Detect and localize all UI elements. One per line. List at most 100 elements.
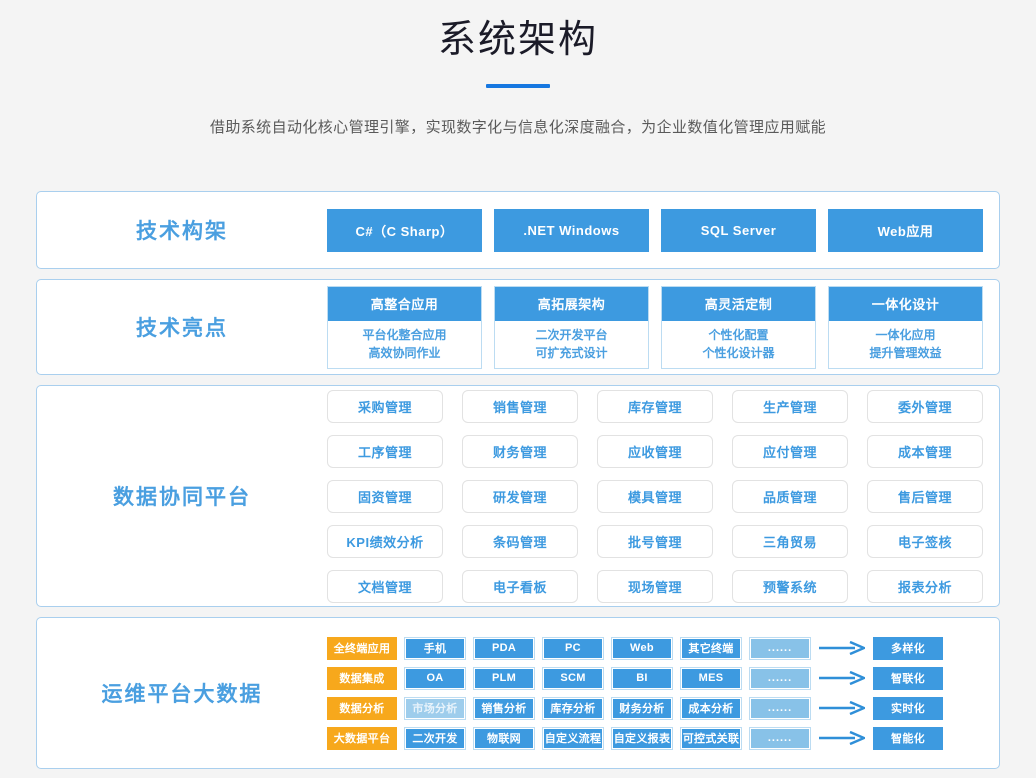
data-platform-module[interactable]: KPI绩效分析 [327,524,443,558]
bigdata-item[interactable]: 其它终端 [680,636,742,660]
tech-highlights-row: 高整合应用 平台化整合应用 高效协同作业 高拓展架构 二次开发平台 可扩充式设计 高灵活定制… [327,285,983,369]
tech-highlight-card[interactable]: 高整合应用 平台化整合应用 高效协同作业 [327,285,482,369]
bigdata-ops-body: 全终端应用 手机 PDA PC Web 其它终端...... 多样化数据集成 OA PLM SCM… [327,631,999,756]
arrow-right-icon [818,731,866,745]
tech-highlight-card[interactable]: 高灵活定制 个性化配置 个性化设计器 [661,285,816,369]
tech-highlight-detail: 个性化配置 [708,327,769,342]
data-platform-module[interactable]: 三角贸易 [732,524,848,558]
data-platform-body: 采购管理 销售管理 库存管理 生产管理 委外管理工序管理 财务管理 应收管理 应付管理 成本管理… [327,386,999,607]
tech-framework-row: C#（C Sharp） .NET Windows SQL Server Web应用 [327,208,983,252]
tech-highlight-title: 高整合应用 [328,286,481,321]
bigdata-category[interactable]: 大数据平台 [327,726,397,750]
data-platform-module[interactable]: 采购管理 [327,389,443,423]
data-platform-module[interactable]: 应收管理 [597,434,713,468]
tech-highlights-body: 高整合应用 平台化整合应用 高效协同作业 高拓展架构 二次开发平台 可扩充式设计 高灵活定制… [327,285,999,369]
tech-highlight-title: 一体化设计 [829,286,982,321]
bigdata-category[interactable]: 数据分析 [327,696,397,720]
tech-framework-body: C#（C Sharp） .NET Windows SQL Server Web应用 [327,208,999,252]
bigdata-matrix: 全终端应用 手机 PDA PC Web 其它终端...... 多样化数据集成 OA PLM SCM… [327,631,983,756]
bigdata-item[interactable]: Web [611,636,673,660]
bigdata-outcome[interactable]: 智能化 [873,726,943,750]
tech-highlight-card[interactable]: 高拓展架构 二次开发平台 可扩充式设计 [494,285,649,369]
data-platform-module[interactable]: 预警系统 [732,569,848,603]
bigdata-row: 数据分析 市场分析 销售分析 库存分析 财务分析 成本分析...... 实时化 [327,696,983,720]
section-label-tech-highlights: 技术亮点 [136,317,228,340]
bigdata-item-more[interactable]: ...... [749,726,811,750]
bigdata-item[interactable]: 市场分析 [404,696,466,720]
tech-highlight-detail-list: 一体化应用提升管理效益 [829,321,982,368]
data-platform-module[interactable]: 库存管理 [597,389,713,423]
tech-framework-item[interactable]: SQL Server [661,208,816,252]
data-platform-module[interactable]: 成本管理 [867,434,983,468]
tech-framework-item[interactable]: Web应用 [828,208,983,252]
data-platform-module[interactable]: 研发管理 [462,479,578,513]
data-platform-module[interactable]: 电子看板 [462,569,578,603]
data-platform-module[interactable]: 报表分析 [867,569,983,603]
bigdata-item[interactable]: SCM [542,666,604,690]
data-platform-module[interactable]: 财务管理 [462,434,578,468]
bigdata-item[interactable]: 财务分析 [611,696,673,720]
data-platform-module[interactable]: 现场管理 [597,569,713,603]
data-platform-module[interactable]: 售后管理 [867,479,983,513]
data-platform-module[interactable]: 工序管理 [327,434,443,468]
data-platform-module[interactable]: 生产管理 [732,389,848,423]
bigdata-item-more[interactable]: ...... [749,666,811,690]
bigdata-item[interactable]: 二次开发 [404,726,466,750]
bigdata-outcome[interactable]: 多样化 [873,636,943,660]
bigdata-item[interactable]: 自定义报表 [611,726,673,750]
bigdata-item[interactable]: 自定义流程 [542,726,604,750]
bigdata-item[interactable]: PDA [473,636,535,660]
data-platform-module[interactable]: 文档管理 [327,569,443,603]
bigdata-item[interactable]: 库存分析 [542,696,604,720]
tech-framework-item[interactable]: .NET Windows [494,208,649,252]
bigdata-item[interactable]: 成本分析 [680,696,742,720]
data-platform-module[interactable]: 模具管理 [597,479,713,513]
tech-highlight-detail: 一体化应用 [875,327,936,342]
bigdata-item[interactable]: OA [404,666,466,690]
bigdata-item[interactable]: PC [542,636,604,660]
data-platform-module[interactable]: 批号管理 [597,524,713,558]
section-label-bigdata-ops: 运维平台大数据 [101,683,263,706]
bigdata-outcome[interactable]: 实时化 [873,696,943,720]
bigdata-item-more[interactable]: ...... [749,696,811,720]
title-underline-accent [486,84,550,88]
data-platform-module-grid: 采购管理 销售管理 库存管理 生产管理 委外管理工序管理 财务管理 应收管理 应付管理 成本管理… [327,386,983,607]
data-platform-module[interactable]: 品质管理 [732,479,848,513]
data-platform-module[interactable]: 电子签核 [867,524,983,558]
data-platform-module[interactable]: 应付管理 [732,434,848,468]
section-data-platform: 数据协同平台 采购管理 销售管理 库存管理 生产管理 委外管理 工序管理 财务管理 应收管理应… [36,385,1000,607]
bigdata-row: 大数据平台 二次开发 物联网 自定义流程 自定义报表 可控式关联...... 智能化 [327,726,983,750]
bigdata-item-more[interactable]: ...... [749,636,811,660]
arrow-right-icon [818,641,866,655]
section-tech-highlights: 技术亮点 高整合应用 平台化整合应用 高效协同作业 高拓展架构 二次开发平台 可扩充式设计… [36,279,1000,375]
data-platform-module[interactable]: 固资管理 [327,479,443,513]
tech-highlight-title: 高拓展架构 [495,286,648,321]
bigdata-category[interactable]: 数据集成 [327,666,397,690]
tech-highlight-detail: 个性化设计器 [702,345,775,360]
bigdata-category[interactable]: 全终端应用 [327,636,397,660]
tech-highlight-detail: 提升管理效益 [869,345,942,360]
data-platform-module[interactable]: 条码管理 [462,524,578,558]
tech-highlight-detail: 二次开发平台 [535,327,608,342]
bigdata-item[interactable]: 销售分析 [473,696,535,720]
bigdata-item[interactable]: 手机 [404,636,466,660]
bigdata-item[interactable]: 物联网 [473,726,535,750]
bigdata-outcome[interactable]: 智联化 [873,666,943,690]
tech-framework-item[interactable]: C#（C Sharp） [327,208,482,252]
tech-highlight-card[interactable]: 一体化设计一体化应用提升管理效益 [828,285,983,369]
bigdata-row: 数据集成 OA PLM SCM BI MES...... 智联化 [327,666,983,690]
page-header: 系统架构 借助系统自动化核心管理引擎，实现数字化与信息化深度融合，为企业数值化管… [0,0,1036,137]
data-platform-module[interactable]: 销售管理 [462,389,578,423]
tech-highlight-detail: 平台化整合应用 [362,327,447,342]
tech-highlight-detail: 高效协同作业 [368,345,441,360]
tech-highlight-detail-list: 平台化整合应用 高效协同作业 [328,321,481,368]
page-subtitle: 借助系统自动化核心管理引擎，实现数字化与信息化深度融合，为企业数值化管理应用赋能 [209,119,826,136]
bigdata-item[interactable]: 可控式关联 [680,726,742,750]
bigdata-item[interactable]: MES [680,666,742,690]
arrow-right-icon [818,671,866,685]
data-platform-module[interactable]: 委外管理 [867,389,983,423]
arrow-right-icon [818,701,866,715]
section-bigdata-ops: 运维平台大数据 全终端应用 手机 PDA PC Web 其它终端...... 多样化数据集成… [36,617,1000,769]
bigdata-item[interactable]: BI [611,666,673,690]
bigdata-item[interactable]: PLM [473,666,535,690]
